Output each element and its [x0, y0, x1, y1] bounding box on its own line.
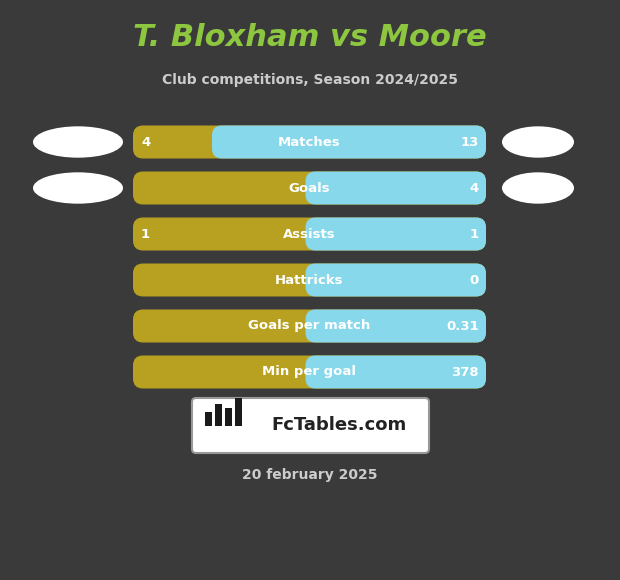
Text: FcTables.com: FcTables.com [272, 416, 407, 434]
FancyBboxPatch shape [306, 218, 486, 251]
FancyBboxPatch shape [133, 310, 486, 343]
FancyBboxPatch shape [192, 398, 429, 453]
FancyBboxPatch shape [133, 263, 486, 296]
FancyBboxPatch shape [133, 218, 486, 251]
Bar [225, 408, 232, 426]
Text: Goals per match: Goals per match [249, 320, 371, 332]
Bar [215, 404, 222, 426]
FancyBboxPatch shape [306, 172, 486, 205]
Bar [235, 397, 242, 426]
Ellipse shape [33, 172, 123, 204]
Text: Min per goal: Min per goal [262, 365, 356, 379]
Ellipse shape [33, 126, 123, 158]
Ellipse shape [502, 172, 574, 204]
FancyBboxPatch shape [133, 172, 486, 205]
Bar [205, 411, 212, 426]
Text: 1: 1 [141, 227, 150, 241]
Text: T. Bloxham vs Moore: T. Bloxham vs Moore [133, 24, 487, 53]
Text: Hattricks: Hattricks [275, 274, 343, 287]
FancyBboxPatch shape [212, 125, 486, 158]
Text: 13: 13 [461, 136, 479, 148]
Text: 4: 4 [141, 136, 150, 148]
Text: 378: 378 [451, 365, 479, 379]
FancyBboxPatch shape [133, 356, 486, 389]
Text: Goals: Goals [289, 182, 330, 194]
Text: Club competitions, Season 2024/2025: Club competitions, Season 2024/2025 [162, 73, 458, 87]
Ellipse shape [502, 126, 574, 158]
Text: 20 february 2025: 20 february 2025 [242, 468, 378, 482]
Text: 4: 4 [470, 182, 479, 194]
Text: Assists: Assists [283, 227, 336, 241]
Text: 0.31: 0.31 [446, 320, 479, 332]
FancyBboxPatch shape [306, 356, 486, 389]
Text: Matches: Matches [278, 136, 341, 148]
FancyBboxPatch shape [306, 263, 486, 296]
FancyBboxPatch shape [133, 125, 486, 158]
FancyBboxPatch shape [306, 310, 486, 343]
Text: 0: 0 [470, 274, 479, 287]
Text: 1: 1 [470, 227, 479, 241]
